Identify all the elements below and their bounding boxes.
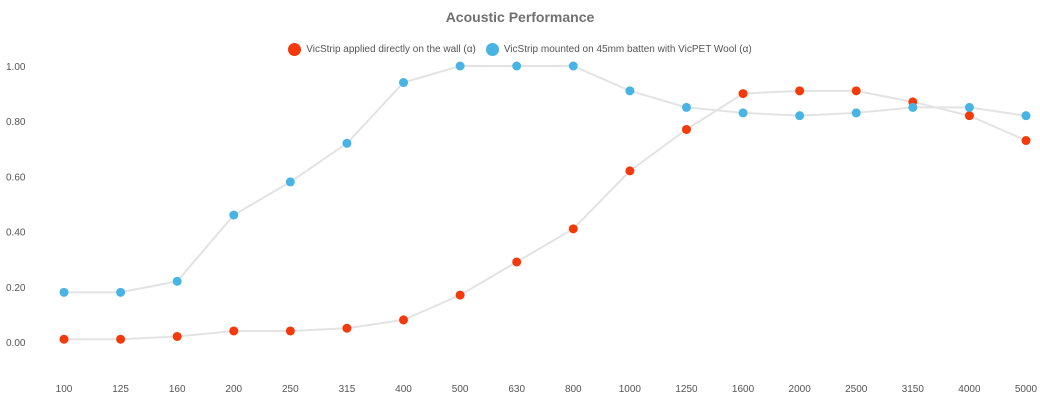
data-point-series-1[interactable]: [342, 323, 352, 333]
y-axis-ticks: 0.00 0.20 0.40 0.60 0.80 1.00: [6, 62, 26, 349]
data-point-series-2[interactable]: [568, 61, 578, 71]
x-tick-label: 400: [395, 384, 412, 395]
legend-label: VicStrip mounted on 45mm batten with Vic…: [503, 44, 752, 55]
x-tick-label: 160: [169, 384, 186, 395]
series-line-1: [64, 89, 1027, 341]
data-point-series-1[interactable]: [738, 89, 748, 99]
data-point-series-2[interactable]: [795, 111, 805, 121]
data-point-series-2[interactable]: [285, 177, 295, 187]
data-point-series-1[interactable]: [172, 331, 182, 341]
x-tick-label: 4000: [958, 384, 981, 395]
x-tick-label: 800: [565, 384, 582, 395]
series-line-2: [64, 65, 1027, 294]
data-point-series-2[interactable]: [59, 287, 69, 297]
legend-marker-icon: [485, 43, 499, 56]
data-point-series-1[interactable]: [455, 290, 465, 300]
legend-item-series-2[interactable]: VicStrip mounted on 45mm batten with Vic…: [485, 43, 752, 56]
series-lines: [64, 65, 1027, 341]
y-tick-label: 0.00: [6, 338, 26, 349]
x-tick-label: 1250: [675, 384, 698, 395]
chart-title: Acoustic Performance: [445, 9, 595, 25]
data-point-series-2[interactable]: [116, 287, 126, 297]
data-point-series-2[interactable]: [681, 102, 691, 112]
data-point-series-1[interactable]: [285, 326, 295, 336]
data-point-series-1[interactable]: [229, 326, 239, 336]
data-point-series-1[interactable]: [116, 334, 126, 344]
data-point-series-1[interactable]: [795, 86, 805, 96]
data-point-series-1[interactable]: [681, 124, 691, 134]
legend-marker-icon: [288, 43, 302, 56]
data-point-series-1[interactable]: [625, 166, 635, 176]
data-point-series-1[interactable]: [399, 315, 409, 325]
data-point-series-1[interactable]: [59, 334, 69, 344]
data-point-series-2[interactable]: [229, 210, 239, 220]
x-tick-label: 200: [225, 384, 242, 395]
data-point-series-1[interactable]: [851, 86, 861, 96]
data-point-series-1[interactable]: [1021, 136, 1031, 146]
data-point-series-2[interactable]: [908, 102, 918, 112]
series-points: [59, 61, 1031, 344]
data-point-series-2[interactable]: [342, 138, 352, 148]
x-tick-label: 2500: [845, 384, 868, 395]
legend-item-series-1[interactable]: VicStrip applied directly on the wall (α…: [288, 43, 476, 56]
data-point-series-2[interactable]: [738, 108, 748, 118]
x-tick-label: 125: [112, 384, 129, 395]
x-tick-label: 500: [452, 384, 469, 395]
data-point-series-2[interactable]: [399, 78, 409, 88]
x-tick-label: 2000: [789, 384, 812, 395]
x-tick-label: 1000: [619, 384, 642, 395]
y-tick-label: 0.20: [6, 283, 26, 294]
legend-label: VicStrip applied directly on the wall (α…: [306, 44, 476, 55]
x-tick-label: 100: [56, 384, 73, 395]
data-point-series-1[interactable]: [512, 257, 522, 267]
x-tick-label: 1600: [732, 384, 755, 395]
data-point-series-1[interactable]: [568, 224, 578, 234]
chart-legend: VicStrip applied directly on the wall (α…: [0, 43, 1040, 56]
data-point-series-2[interactable]: [512, 61, 522, 71]
data-point-series-2[interactable]: [851, 108, 861, 118]
data-point-series-2[interactable]: [1021, 111, 1031, 121]
x-tick-label: 5000: [1015, 384, 1038, 395]
data-point-series-2[interactable]: [455, 61, 465, 71]
y-tick-label: 0.40: [6, 228, 26, 239]
data-point-series-1[interactable]: [964, 111, 974, 121]
y-tick-label: 0.80: [6, 117, 26, 128]
x-tick-label: 630: [508, 384, 525, 395]
x-axis-ticks: 100 125 160 200 250 315 400 500 630 800 1000 1250 16…: [56, 384, 1038, 395]
data-point-series-2[interactable]: [172, 276, 182, 286]
x-tick-label: 315: [339, 384, 356, 395]
data-point-series-2[interactable]: [625, 86, 635, 96]
y-tick-label: 1.00: [6, 62, 26, 73]
data-point-series-2[interactable]: [964, 102, 974, 112]
y-tick-label: 0.60: [6, 172, 26, 183]
x-tick-label: 3150: [902, 384, 925, 395]
x-tick-label: 250: [282, 384, 299, 395]
